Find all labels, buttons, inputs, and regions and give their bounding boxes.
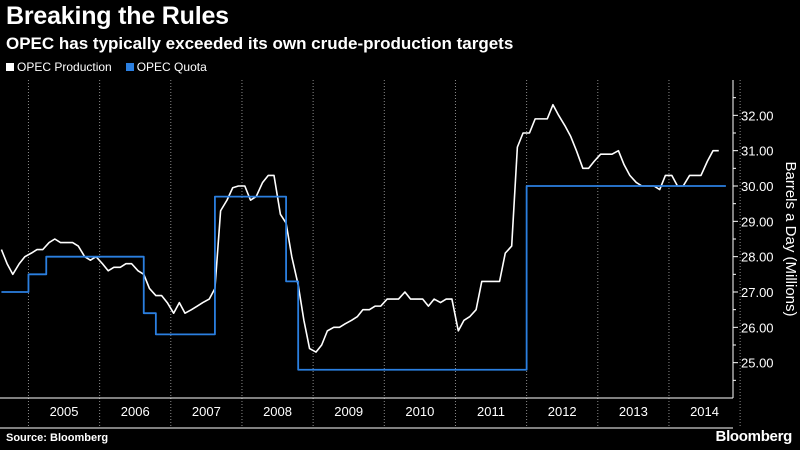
legend-swatch-production: [6, 63, 14, 71]
series-line-quota: [1, 185, 726, 371]
legend-item-quota: OPEC Quota: [125, 60, 207, 74]
x-tick-label: 2012: [548, 404, 577, 419]
x-tick-label: 2011: [477, 404, 505, 419]
legend-swatch-quota: [125, 63, 134, 71]
legend-label-quota: OPEC Quota: [136, 60, 207, 74]
y-tick-label: 29.00: [741, 214, 774, 229]
x-tick-label: 2013: [619, 404, 648, 419]
y-tick-label: 30.00: [741, 179, 774, 194]
y-axis-title: Barrels a Day (Millions): [782, 161, 799, 316]
x-tick-label: 2009: [334, 404, 363, 419]
y-tick-label: 27.00: [741, 285, 774, 300]
x-tick-label: 2007: [192, 404, 221, 419]
x-tick-label: 2010: [405, 404, 434, 419]
y-tick-label: 26.00: [741, 320, 774, 335]
legend: OPEC Production OPEC Quota: [6, 60, 207, 74]
legend-item-production: OPEC Production: [6, 60, 112, 74]
x-tick-label: 2005: [50, 404, 79, 419]
y-tick-label: 28.00: [741, 250, 774, 265]
chart-title: Breaking the Rules: [6, 2, 229, 30]
x-tick-label: 2014: [690, 404, 719, 419]
source-note: Source: Bloomberg: [6, 432, 109, 444]
x-tick-label: 2006: [121, 404, 150, 419]
x-tick-label: 2008: [263, 404, 292, 419]
chart-subtitle: OPEC has typically exceeded its own crud…: [6, 34, 514, 53]
y-tick-label: 32.00: [741, 108, 774, 123]
y-tick-label: 25.00: [741, 356, 774, 371]
bloomberg-logo: Bloomberg: [715, 428, 793, 445]
series-line-production: [0, 103, 719, 353]
legend-label-production: OPEC Production: [17, 60, 112, 74]
y-tick-label: 31.00: [741, 144, 774, 159]
